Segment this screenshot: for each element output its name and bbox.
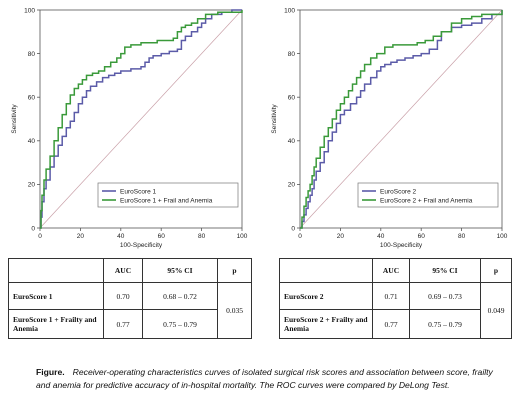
y-tick-label: 40 [288, 138, 296, 145]
results-table-euroscore-1: AUC 95% CI p EuroScore 1 0.70 0.68 – 0.7… [8, 258, 252, 339]
x-tick-label: 80 [198, 233, 206, 240]
y-tick-label: 20 [28, 182, 36, 189]
table-cell-auc: 0.77 [372, 309, 410, 339]
y-tick-label: 60 [28, 95, 36, 102]
table-header-p: p [480, 258, 512, 283]
x-tick-label: 20 [337, 233, 345, 240]
reference-diagonal [299, 9, 503, 229]
table-cell-ci: 0.68 – 0.72 [142, 282, 218, 310]
plot-frame [299, 9, 503, 229]
roc-curve [40, 9, 242, 229]
y-tick-label: 0 [291, 225, 295, 232]
table-cell-p: 0.035 [217, 282, 252, 339]
table-header-auc: AUC [103, 258, 143, 283]
table-header-p: p [217, 258, 252, 283]
table-header-auc: AUC [372, 258, 410, 283]
roc-curve [40, 10, 243, 229]
table-cell-auc: 0.71 [372, 282, 410, 310]
results-table-euroscore-2: AUC 95% CI p EuroScore 2 0.71 0.69 – 0.7… [279, 258, 512, 339]
reference-diagonal [39, 9, 243, 229]
table-row-label: EuroScore 1 [8, 282, 104, 310]
table-cell-ci: 0.69 – 0.73 [409, 282, 481, 310]
x-tick-label: 40 [377, 233, 385, 240]
y-axis-title: Sensitivity [271, 104, 278, 134]
x-tick-label: 60 [418, 233, 426, 240]
y-tick-label: 60 [288, 95, 296, 102]
legend-entry: EuroScore 1 + Frail and Anemia [120, 197, 213, 204]
y-tick-label: 40 [28, 138, 36, 145]
legend-entry: EuroScore 2 + Frail and Anemia [380, 197, 473, 204]
x-tick-label: 80 [458, 233, 466, 240]
x-tick-label: 0 [298, 233, 302, 240]
legend-box [357, 182, 499, 208]
x-axis-title: 100-Specificity [380, 242, 423, 249]
roc-chart-euroscore-1: 0 20 40 60 80 100 0 20 40 60 80 100 100-Specificity S… [11, 7, 248, 249]
x-tick-label: 20 [77, 233, 85, 240]
table-cell-ci: 0.75 – 0.79 [409, 309, 481, 339]
roc-curve [300, 10, 503, 229]
x-tick-label: 100 [497, 233, 508, 240]
roc-chart-euroscore-2: 0 20 40 60 80 100 0 20 40 60 80 100 100-Specificity S… [271, 7, 508, 249]
x-axis-title: 100-Specificity [120, 242, 163, 249]
legend-box [97, 182, 239, 208]
table-header-ci: 95% CI [409, 258, 481, 283]
table-row-label: EuroScore 1 + Frailty and Anemia [8, 309, 104, 339]
x-tick-label: 60 [158, 233, 166, 240]
table-header-ci: 95% CI [142, 258, 218, 283]
table-cell-auc: 0.70 [103, 282, 143, 310]
y-tick-label: 100 [284, 7, 295, 14]
y-axis-title: Sensitivity [11, 104, 18, 134]
y-tick-label: 20 [288, 182, 296, 189]
figure-label: Figure. [36, 367, 65, 377]
x-tick-label: 0 [38, 233, 42, 240]
y-tick-label: 0 [31, 225, 35, 232]
table-header-empty [279, 258, 373, 283]
x-tick-label: 100 [237, 233, 248, 240]
table-cell-p: 0.049 [480, 282, 512, 339]
x-tick-label: 40 [117, 233, 125, 240]
figure-caption-text: Receiver-operating characteristics curve… [36, 367, 493, 390]
table-header-empty [8, 258, 104, 283]
table-cell-auc: 0.77 [103, 309, 143, 339]
y-tick-label: 80 [28, 51, 36, 58]
table-cell-ci: 0.75 – 0.79 [142, 309, 218, 339]
table-row-label: EuroScore 2 [279, 282, 373, 310]
figure-caption: Figure. Receiver-operating characteristic… [36, 366, 496, 391]
plot-frame [39, 9, 243, 229]
y-tick-label: 100 [24, 7, 35, 14]
legend-entry: EuroScore 2 [380, 188, 417, 195]
y-tick-label: 80 [288, 51, 296, 58]
table-row-label: EuroScore 2 + Frailty and Anemia [279, 309, 373, 339]
legend-entry: EuroScore 1 [120, 188, 157, 195]
